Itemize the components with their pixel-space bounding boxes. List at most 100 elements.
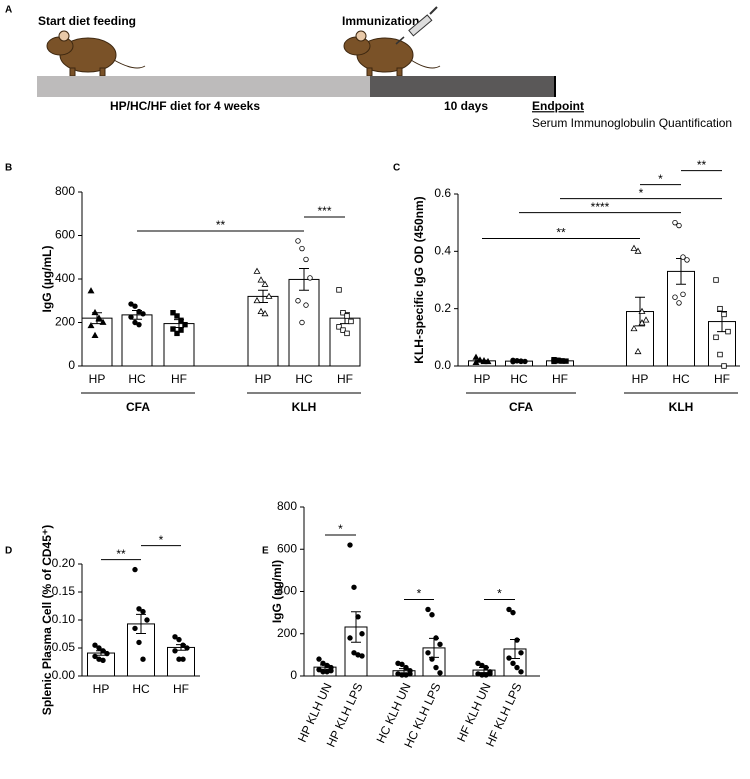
data-point xyxy=(634,247,642,254)
significance-label: **** xyxy=(591,200,610,214)
data-point xyxy=(182,321,188,328)
bar xyxy=(167,646,195,677)
x-tick-label: HP xyxy=(255,372,272,386)
y-axis-label: Splenic Plasma Cell (% of CD45⁺) xyxy=(40,525,54,715)
data-point xyxy=(347,542,353,548)
data-point xyxy=(425,606,431,613)
data-point xyxy=(136,321,142,328)
interval-label: 10 days xyxy=(444,99,488,113)
x-tick-label: HF xyxy=(171,372,187,386)
mouse-icon xyxy=(46,30,146,77)
significance-label: *** xyxy=(317,204,331,218)
data-point xyxy=(351,584,357,590)
y-tick-label: 600 xyxy=(277,541,297,555)
data-point xyxy=(359,631,365,637)
data-point xyxy=(95,315,103,322)
data-point xyxy=(170,310,176,316)
significance-label: * xyxy=(497,587,502,601)
data-point xyxy=(506,655,512,661)
data-point xyxy=(429,612,435,618)
data-point xyxy=(140,608,146,615)
x-tick-label: HC xyxy=(672,372,690,386)
y-tick-label: 600 xyxy=(55,228,75,242)
data-point xyxy=(128,301,134,307)
diet-label: HP/HC/HF diet for 4 weeks xyxy=(110,99,260,113)
x-tick-label: HC xyxy=(510,372,528,386)
data-point xyxy=(487,671,493,677)
data-point xyxy=(355,614,361,620)
bar xyxy=(87,652,115,677)
y-tick-label: 0.10 xyxy=(52,612,76,626)
y-tick-label: 0.6 xyxy=(434,186,451,200)
x-tick-label: HP xyxy=(632,372,649,386)
data-point xyxy=(320,660,326,667)
data-point xyxy=(253,267,261,274)
y-tick-label: 0.15 xyxy=(52,584,76,598)
panel-label: E xyxy=(262,546,269,557)
data-point xyxy=(174,330,180,337)
data-point xyxy=(559,358,565,364)
data-point xyxy=(100,657,106,664)
data-point xyxy=(514,637,520,643)
data-point xyxy=(92,653,98,660)
data-point xyxy=(483,664,489,671)
panel-label: B xyxy=(5,163,12,174)
data-point xyxy=(403,664,409,671)
y-tick-label: 0.00 xyxy=(52,668,76,682)
data-point xyxy=(425,650,431,656)
data-point xyxy=(180,656,186,662)
y-tick-label: 200 xyxy=(55,315,75,329)
data-point xyxy=(680,291,686,298)
y-axis-label: IgG (ng/ml) xyxy=(270,560,284,623)
y-axis-label: KLH-specific IgG OD (450nm) xyxy=(412,196,426,363)
data-point xyxy=(518,669,524,675)
significance-label: * xyxy=(658,172,663,186)
group-label: CFA xyxy=(126,400,150,414)
data-point xyxy=(257,307,265,315)
data-point xyxy=(178,327,184,333)
data-point xyxy=(407,671,413,677)
data-point xyxy=(307,275,313,281)
data-point xyxy=(184,645,190,651)
group-label: KLH xyxy=(292,400,317,414)
bar xyxy=(247,295,279,367)
data-point xyxy=(672,219,678,226)
data-point xyxy=(717,351,723,358)
data-point xyxy=(713,277,719,283)
y-tick-label: 0.2 xyxy=(434,301,451,315)
data-point xyxy=(348,318,354,325)
data-point xyxy=(340,310,346,316)
data-point xyxy=(99,318,107,325)
y-tick-label: 400 xyxy=(55,271,75,285)
panel-a: A Start diet feeding Immunization HP/HC/… xyxy=(5,5,732,131)
significance-label: * xyxy=(159,533,164,547)
data-point xyxy=(344,313,350,319)
data-point xyxy=(672,294,678,300)
data-point xyxy=(180,642,186,648)
y-tick-label: 800 xyxy=(277,499,297,513)
data-point xyxy=(713,334,719,341)
data-point xyxy=(484,357,492,365)
data-point xyxy=(721,311,727,318)
data-point xyxy=(257,276,265,283)
data-point xyxy=(132,566,138,573)
data-point xyxy=(132,303,138,309)
bar xyxy=(667,270,695,367)
significance-label: ** xyxy=(216,218,226,232)
data-point xyxy=(676,300,682,306)
error-bar xyxy=(136,613,146,634)
data-point xyxy=(261,309,269,317)
data-point xyxy=(630,324,638,332)
x-tick-label: HF xyxy=(337,372,353,386)
data-point xyxy=(336,287,342,293)
data-point xyxy=(140,656,146,662)
data-point xyxy=(144,617,150,623)
syringe-icon xyxy=(395,6,438,45)
x-tick-label: HC xyxy=(295,372,313,386)
y-tick-label: 0.20 xyxy=(52,556,76,570)
x-tick-label: HP xyxy=(474,372,491,386)
data-point xyxy=(433,635,439,641)
data-point xyxy=(518,358,524,365)
data-point xyxy=(132,625,138,632)
